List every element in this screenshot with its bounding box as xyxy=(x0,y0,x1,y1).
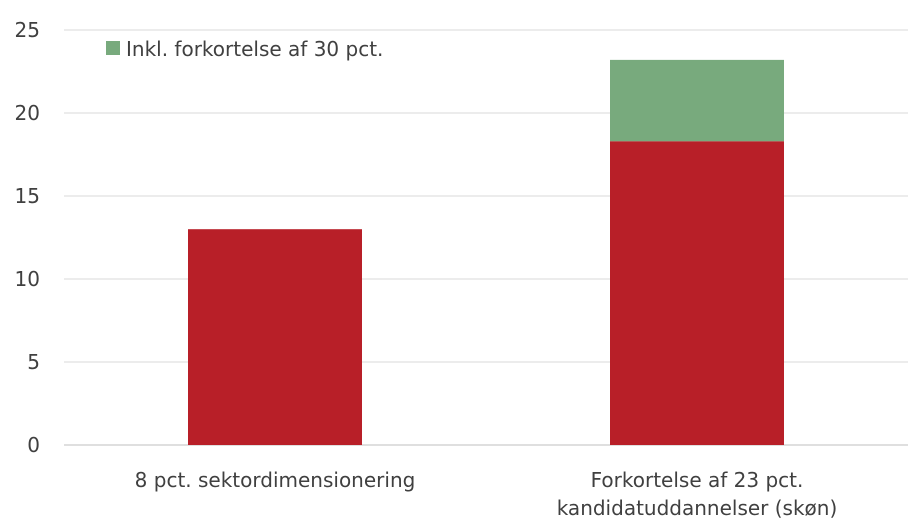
y-tick-label: 10 xyxy=(15,267,40,291)
y-tick-label: 5 xyxy=(27,350,40,374)
legend: Inkl. forkortelse af 30 pct. xyxy=(106,37,383,61)
x-category-label: Forkortelse af 23 pct. xyxy=(591,468,804,492)
y-tick-label: 0 xyxy=(27,433,40,457)
x-category-label: kandidatuddannelser (skøn) xyxy=(557,496,838,520)
legend-label: Inkl. forkortelse af 30 pct. xyxy=(126,37,383,61)
legend-swatch xyxy=(106,41,120,55)
bars xyxy=(188,59,784,445)
bar-segment-extra xyxy=(610,59,784,142)
y-tick-label: 15 xyxy=(15,184,40,208)
x-axis-labels: 8 pct. sektordimensionering Forkortelse a… xyxy=(135,468,838,520)
x-category-label: 8 pct. sektordimensionering xyxy=(135,468,416,492)
bar-segment-base xyxy=(188,229,362,445)
y-tick-label: 25 xyxy=(15,18,40,42)
y-axis-ticks: 0 5 10 15 20 25 xyxy=(15,18,40,457)
y-tick-label: 20 xyxy=(15,101,40,125)
bar-segment-base xyxy=(610,141,784,445)
